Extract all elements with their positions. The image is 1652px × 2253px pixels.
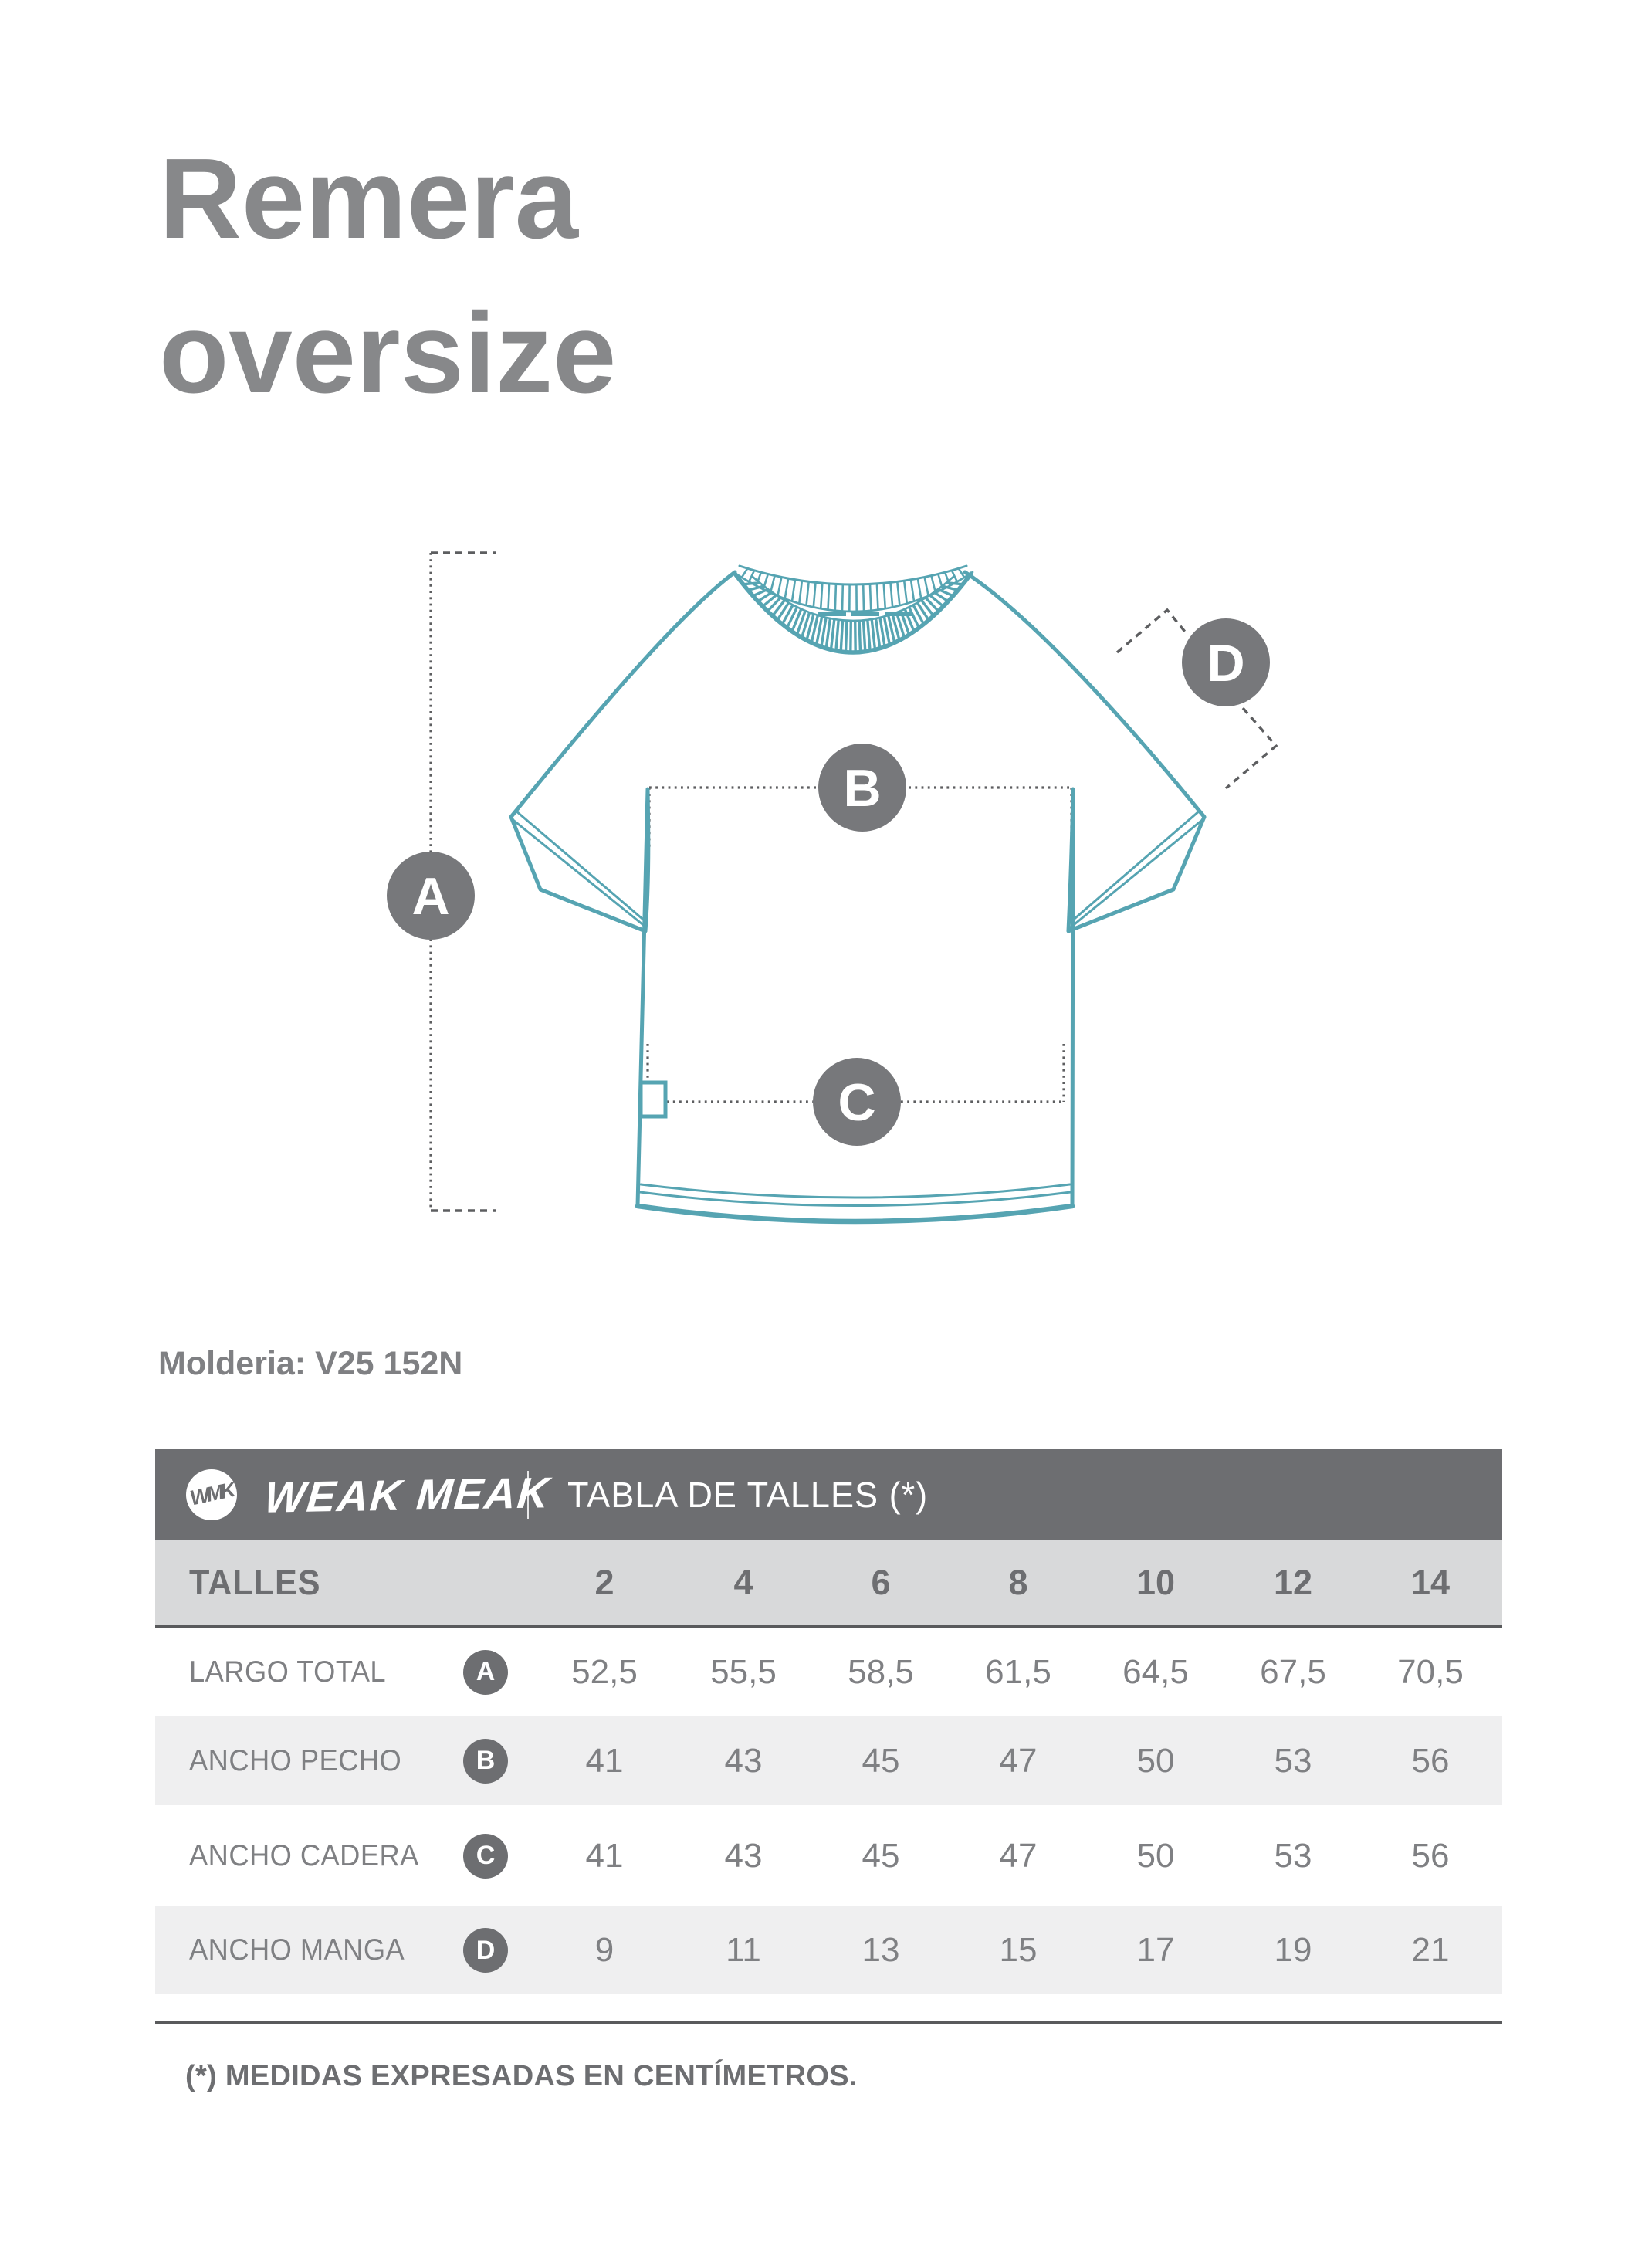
measure-value-cell: 15 <box>999 1931 1038 1969</box>
measure-value-cell: 9 <box>594 1931 614 1969</box>
measure-value-cell: 21 <box>1411 1931 1450 1969</box>
measure-value-cell: 56 <box>1411 1741 1450 1780</box>
measure-row-label: ANCHO MANGA <box>189 1933 405 1967</box>
measure-value-cell: 45 <box>862 1836 900 1875</box>
measure-badge-a: A <box>463 1649 508 1695</box>
measure-row: ANCHO PECHO B 41 43 45 47 50 53 56 <box>155 1716 1502 1805</box>
svg-text:B: B <box>843 759 881 818</box>
measure-value-cell: 19 <box>1274 1931 1312 1969</box>
measure-row-label: LARGO TOTAL <box>189 1655 387 1689</box>
size-header-cell: 14 <box>1410 1562 1451 1602</box>
measure-row-label: ANCHO CADERA <box>189 1838 419 1872</box>
measure-value-cell: 56 <box>1411 1836 1450 1875</box>
table-title: TABLA DE TALLES (*) <box>567 1474 929 1515</box>
measure-value-cell: 41 <box>585 1836 624 1875</box>
marker-a: A <box>387 852 475 940</box>
measure-value-cell: 45 <box>862 1741 900 1780</box>
measure-value-cell: 50 <box>1136 1741 1175 1780</box>
measure-row: LARGO TOTAL A 52,5 55,5 58,5 61,5 64,5 67,5 70,5 <box>155 1628 1502 1716</box>
svg-text:D: D <box>1207 634 1244 693</box>
size-header-cell: 12 <box>1273 1562 1313 1602</box>
tshirt-measurement-diagram: A B C D <box>387 551 1278 1225</box>
svg-text:C: C <box>838 1073 875 1132</box>
size-header-cell: 2 <box>594 1562 614 1602</box>
measure-row: ANCHO CADERA C 41 43 45 47 50 53 56 <box>155 1805 1502 1906</box>
measure-line-a <box>429 551 496 1212</box>
page-title: Remera oversize <box>159 122 616 431</box>
measure-value-cell: 53 <box>1274 1741 1312 1780</box>
side-seam-tag <box>638 1080 668 1119</box>
svg-text:A: A <box>411 867 449 926</box>
brand-monogram: WMK <box>188 1478 235 1510</box>
measure-badge-c: C <box>463 1833 508 1879</box>
collar-ribbing-back <box>740 567 966 612</box>
measure-value-cell: 70,5 <box>1397 1652 1464 1691</box>
footnote: (*) MEDIDAS EXPRESADAS EN CENTÍMETROS. <box>185 2060 858 2092</box>
size-header-cell: 4 <box>733 1562 753 1602</box>
brand-name: WEAK MEAK <box>262 1467 553 1522</box>
marker-b: B <box>818 744 906 832</box>
page-title-line1: Remera <box>159 135 579 263</box>
size-header-cell: 8 <box>1008 1562 1028 1602</box>
measure-badge-d: D <box>463 1928 508 1973</box>
measure-value-cell: 43 <box>724 1741 763 1780</box>
header-divider <box>527 1470 529 1519</box>
measure-value-cell: 11 <box>726 1931 761 1969</box>
measure-row-label: ANCHO PECHO <box>189 1743 402 1777</box>
measure-value-cell: 58,5 <box>848 1652 914 1691</box>
measure-value-cell: 17 <box>1136 1931 1175 1969</box>
bottom-divider <box>155 2021 1502 2024</box>
measure-value-cell: 47 <box>999 1741 1038 1780</box>
table-header-bar: WMK WEAK MEAK TABLA DE TALLES (*) <box>155 1449 1502 1540</box>
measure-badge-b: B <box>463 1738 508 1784</box>
sizes-header-label: TALLES <box>189 1562 321 1602</box>
sizes-header-row: TALLES 2 4 6 8 10 12 14 <box>155 1540 1502 1628</box>
measure-value-cell: 67,5 <box>1260 1652 1326 1691</box>
size-table: WMK WEAK MEAK TABLA DE TALLES (*) TALLES… <box>155 1449 1502 1994</box>
right-cuff-band <box>1068 809 1207 929</box>
pattern-code: Molderia: V25 152N <box>158 1345 463 1382</box>
left-cuff-band <box>509 809 648 929</box>
collar-ribbing-front <box>743 581 963 653</box>
size-header-cell: 10 <box>1136 1562 1176 1602</box>
measure-value-cell: 50 <box>1136 1836 1175 1875</box>
measure-value-cell: 43 <box>724 1836 763 1875</box>
measure-row: ANCHO MANGA D 9 11 13 15 17 19 21 <box>155 1906 1502 1994</box>
brand-logo-icon: WMK <box>186 1469 237 1520</box>
tshirt-outline <box>509 564 1207 1225</box>
measure-rows: LARGO TOTAL A 52,5 55,5 58,5 61,5 64,5 67,5 70,5… <box>155 1628 1502 1994</box>
page-title-line2: oversize <box>159 290 617 417</box>
measure-value-cell: 47 <box>999 1836 1038 1875</box>
marker-d: D <box>1182 618 1270 706</box>
size-header-cell: 6 <box>871 1562 891 1602</box>
hem-band <box>635 1183 1075 1225</box>
measure-value-cell: 61,5 <box>985 1652 1051 1691</box>
measure-value-cell: 13 <box>862 1931 900 1969</box>
measure-line-d <box>1115 608 1278 790</box>
measure-value-cell: 52,5 <box>571 1652 638 1691</box>
measure-value-cell: 55,5 <box>710 1652 777 1691</box>
collar <box>732 564 974 655</box>
measure-value-cell: 41 <box>585 1741 624 1780</box>
marker-c: C <box>813 1058 901 1146</box>
measure-value-cell: 53 <box>1274 1836 1312 1875</box>
measure-value-cell: 64,5 <box>1122 1652 1189 1691</box>
measure-line-b <box>648 786 1073 848</box>
